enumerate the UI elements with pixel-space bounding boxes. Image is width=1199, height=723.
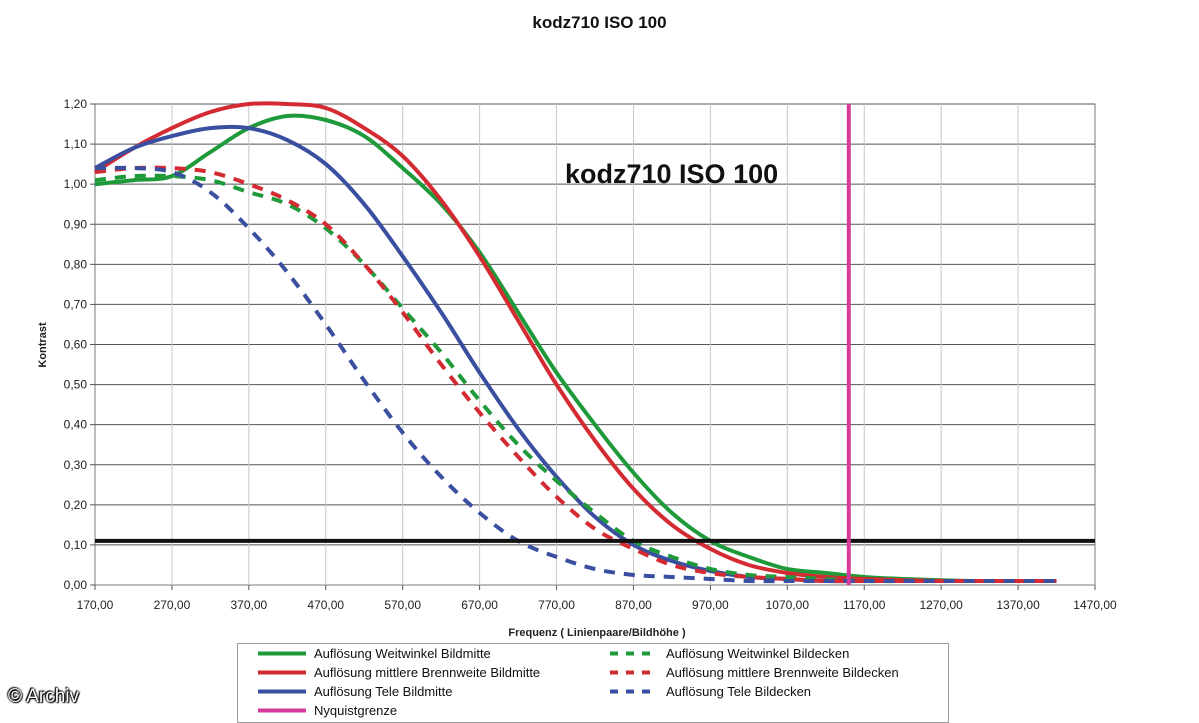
series-line-auflosung-weitwinkel-bildecken	[94, 173, 1057, 584]
legend-label: Auflösung Tele Bildmitte	[314, 684, 453, 699]
x-tick-label: 170,00	[77, 598, 114, 612]
x-tick-label: 870,00	[615, 598, 652, 612]
legend: Auflösung Weitwinkel Bildmitte Auflösung …	[237, 643, 949, 723]
x-tick-label: 1370,00	[996, 598, 1040, 612]
legend-label: Auflösung Weitwinkel Bildmitte	[314, 646, 491, 661]
x-tick-label: 1270,00	[919, 598, 963, 612]
y-tick-label: 0,70	[64, 297, 88, 311]
legend-swatch	[258, 651, 306, 656]
series-line-auflosung-mittlere-brennweite-bildecken	[94, 165, 1057, 584]
grid-layer	[94, 103, 1096, 586]
y-tick-label: 0,90	[64, 217, 88, 231]
chart: 0,00 0,10 0,20 0,30 0,40 0,50 0,60 0,70 0,80 0,90…	[37, 97, 1117, 639]
x-tick-label: 270,00	[154, 598, 191, 612]
y-tick-label: 1,00	[64, 177, 88, 191]
legend-swatch	[610, 670, 658, 675]
y-tick-label: 0,00	[64, 578, 88, 592]
legend-swatch	[258, 670, 306, 675]
y-tick-label: 1,20	[64, 97, 88, 111]
x-tick-label: 1070,00	[766, 598, 810, 612]
y-tick-label: 0,10	[64, 538, 88, 552]
chart-annotation: kodz710 ISO 100	[565, 159, 778, 189]
x-tick-label: 570,00	[384, 598, 421, 612]
legend-item-auflosung-tele-bildecken: Auflösung Tele Bildecken	[608, 682, 811, 701]
y-tick-label: 0,40	[64, 418, 88, 432]
y-tick-label: 1,10	[64, 137, 88, 151]
legend-swatch	[258, 689, 306, 694]
x-tick-label: 670,00	[461, 598, 498, 612]
y-tick-label: 0,50	[64, 378, 88, 392]
legend-label: Nyquistgrenze	[314, 703, 398, 718]
legend-item-auflosung-tele-bildmitte: Auflösung Tele Bildmitte	[256, 682, 453, 701]
x-axis-label: Frequenz ( Linienpaare/Bildhöhe )	[508, 627, 686, 639]
legend-swatch	[610, 651, 658, 656]
x-tick-label: 1470,00	[1073, 598, 1117, 612]
legend-item-auflosung-weitwinkel-bildmitte: Auflösung Weitwinkel Bildmitte	[256, 644, 491, 663]
legend-item-nyquistgrenze: Nyquistgrenze	[256, 701, 397, 720]
x-tick-label: 370,00	[230, 598, 267, 612]
y-tick-label: 0,30	[64, 458, 88, 472]
chart-title: kodz710 ISO 100	[532, 13, 667, 32]
legend-label: Auflösung mittlere Brennweite Bildecken	[666, 665, 899, 680]
legend-swatch	[610, 689, 658, 694]
x-tick-label: 1170,00	[843, 598, 886, 612]
legend-swatch	[258, 708, 306, 713]
y-axis-label: Kontrast	[37, 322, 49, 368]
y-tick-label: 0,20	[64, 498, 88, 512]
axis-layer: 0,00 0,10 0,20 0,30 0,40 0,50 0,60 0,70 0,80 0,90…	[64, 97, 1117, 612]
copyright-notice: © Archiv	[8, 686, 80, 707]
legend-item-auflosung-weitwinkel-bildecken: Auflösung Weitwinkel Bildecken	[608, 644, 849, 663]
y-tick-label: 0,60	[64, 338, 88, 352]
series-line-auflosung-tele-bildecken	[94, 165, 1057, 584]
legend-label: Auflösung Tele Bildecken	[666, 684, 812, 699]
y-tick-label: 0,80	[64, 257, 88, 271]
legend-item-auflosung-mittlere-brennweite-bildecken: Auflösung mittlere Brennweite Bildecken	[608, 663, 899, 682]
legend-item-auflosung-mittlere-brennweite-bildmitte: Auflösung mittlere Brennweite Bildmitte	[256, 663, 540, 682]
legend-label: Auflösung Weitwinkel Bildecken	[666, 646, 850, 661]
x-tick-label: 470,00	[307, 598, 344, 612]
reference-lines	[95, 104, 1095, 585]
x-tick-label: 970,00	[692, 598, 729, 612]
x-tick-label: 770,00	[538, 598, 575, 612]
series-layer	[93, 101, 1057, 584]
legend-label: Auflösung mittlere Brennweite Bildmitte	[314, 665, 541, 680]
